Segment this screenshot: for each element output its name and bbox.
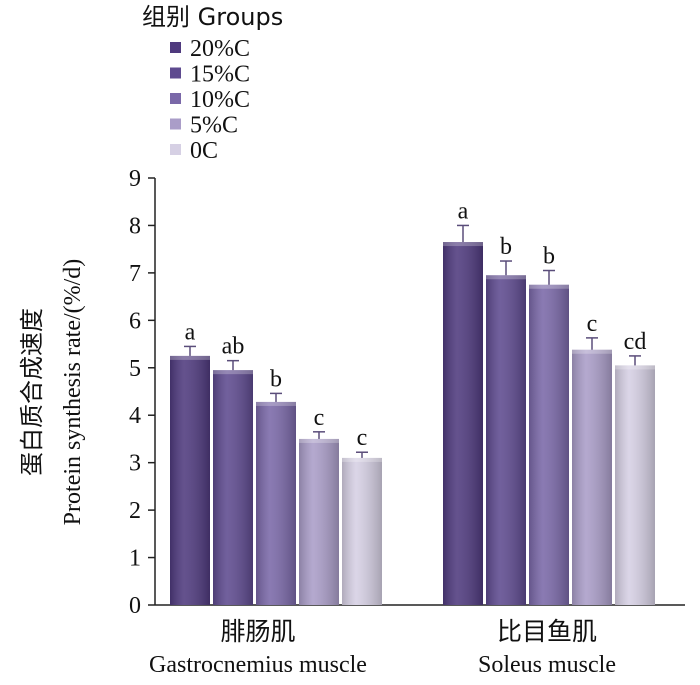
significance-letter: c: [357, 425, 368, 451]
bar-top-highlight: [170, 355, 210, 360]
y-tick-label: 2: [129, 498, 141, 524]
legend-label: 10%C: [190, 87, 250, 113]
y-ticks: 0 1 2 3 4 5 6 7 8 9: [129, 166, 155, 619]
y-tick-label: 9: [129, 166, 141, 192]
bar-shading: [615, 365, 655, 605]
legend-swatch: [170, 118, 181, 130]
significance-letter: b: [270, 366, 282, 392]
bar-top-highlight: [486, 275, 526, 280]
bar-top-highlight: [256, 401, 296, 406]
bar-top-highlight: [213, 370, 253, 375]
category-labels: 腓肠肌 Gastrocnemius muscle 比目鱼肌 Soleus muscle: [149, 617, 616, 678]
bar-shading: [486, 275, 526, 605]
bar-shading: [342, 457, 382, 605]
significance-letter: b: [500, 234, 512, 260]
category-label-cn: 比目鱼肌: [497, 617, 597, 646]
legend-swatch: [170, 67, 181, 79]
bar-shading: [170, 355, 210, 605]
significance-letter: a: [185, 319, 196, 345]
bar-top-highlight: [299, 438, 339, 443]
y-axis-title-cn: 蛋白质合成速度: [18, 308, 46, 476]
significance-letter: a: [458, 198, 469, 224]
bar-top-highlight: [342, 457, 382, 462]
y-tick-label: 6: [129, 308, 141, 334]
legend-swatch: [170, 93, 181, 104]
legend-title: 组别 Groups: [142, 3, 283, 31]
bar-shading: [299, 438, 339, 605]
legend-label: 20%C: [190, 36, 250, 62]
bar-shading: [443, 242, 483, 606]
bar-shading: [213, 370, 253, 605]
bar-shading: [529, 284, 569, 605]
bar-top-highlight: [529, 284, 569, 289]
y-tick-label: 4: [129, 403, 141, 429]
y-tick-label: 8: [129, 213, 141, 239]
bar-top-highlight: [615, 365, 655, 370]
legend-label: 15%C: [190, 62, 250, 88]
legend-items: 20%C15%C10%C5%C0C: [170, 36, 250, 164]
significance-letter: ab: [222, 334, 245, 360]
legend-swatch: [170, 144, 181, 155]
y-axis-title-en: Protein synthesis rate/(%/d): [60, 259, 86, 526]
y-tick-label: 7: [129, 261, 141, 287]
y-tick-label: 5: [129, 356, 141, 382]
legend-label: 5%C: [190, 113, 238, 139]
bar-top-highlight: [572, 349, 612, 354]
y-tick-label: 1: [129, 546, 141, 572]
significance-letter: c: [587, 311, 598, 337]
bar-shading: [572, 349, 612, 605]
category-label-en: Gastrocnemius muscle: [149, 652, 367, 678]
category-label-cn: 腓肠肌: [220, 617, 295, 646]
y-tick-label: 0: [129, 593, 141, 619]
y-tick-label: 3: [129, 451, 141, 477]
bar-shading: [256, 401, 296, 605]
legend-swatch: [170, 42, 181, 53]
significance-letter: cd: [624, 329, 647, 355]
significance-letter: c: [314, 405, 325, 431]
category-label-en: Soleus muscle: [478, 652, 616, 678]
legend-label: 0C: [190, 138, 218, 164]
legend: 组别 Groups 20%C15%C10%C5%C0C: [142, 3, 283, 164]
significance-letter: b: [543, 244, 555, 270]
bar-top-highlight: [443, 242, 483, 247]
